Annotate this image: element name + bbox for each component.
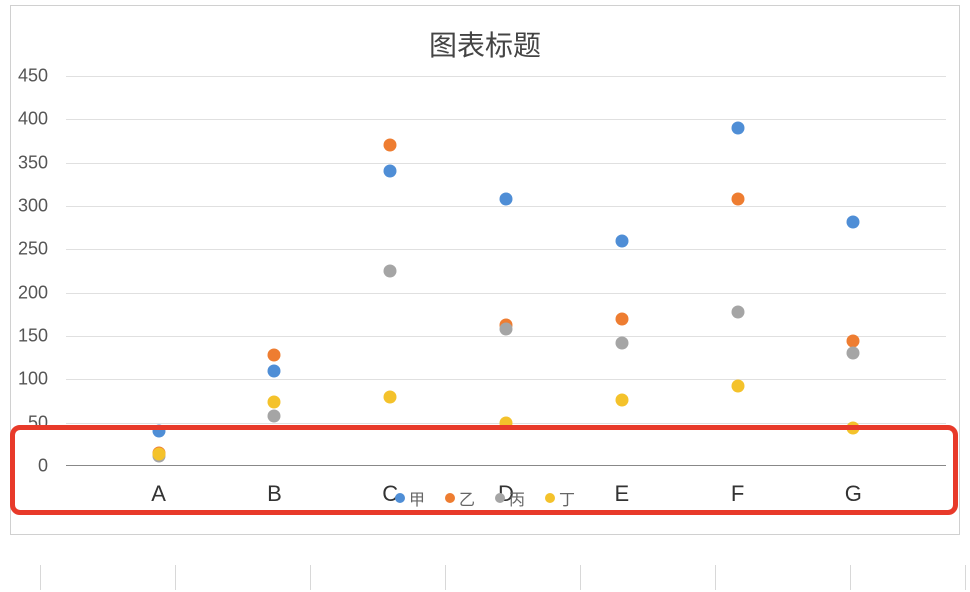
data-point	[500, 416, 513, 429]
gridline	[66, 206, 946, 207]
chart-title: 图表标题	[11, 6, 959, 74]
data-point	[152, 425, 165, 438]
data-point	[615, 234, 628, 247]
gridline	[66, 119, 946, 120]
y-tick-label: 0	[8, 456, 48, 477]
data-point	[847, 215, 860, 228]
data-point	[268, 364, 281, 377]
data-point	[500, 193, 513, 206]
legend-swatch	[445, 493, 455, 503]
legend-label: 甲	[409, 492, 425, 509]
data-point	[847, 421, 860, 434]
legend-item: 甲	[395, 486, 425, 510]
sheet-gridline	[310, 565, 311, 590]
legend-label: 丁	[559, 492, 575, 509]
y-tick-label: 100	[8, 369, 48, 390]
data-point	[731, 305, 744, 318]
y-tick-label: 450	[8, 66, 48, 87]
legend-item: 乙	[445, 486, 475, 510]
y-tick-label: 150	[8, 326, 48, 347]
sheet-gridline	[580, 565, 581, 590]
plot-area: 050100150200250300350400450ABCDEFG	[66, 76, 946, 466]
data-point	[268, 395, 281, 408]
sheet-gridline	[965, 565, 966, 590]
data-point	[268, 349, 281, 362]
y-tick-label: 300	[8, 196, 48, 217]
legend-label: 乙	[459, 492, 475, 509]
y-tick-label: 400	[8, 109, 48, 130]
sheet-gridline	[175, 565, 176, 590]
data-point	[500, 323, 513, 336]
data-point	[615, 312, 628, 325]
gridline	[66, 336, 946, 337]
gridline	[66, 76, 946, 77]
data-point	[731, 193, 744, 206]
gridline	[66, 249, 946, 250]
data-point	[384, 139, 397, 152]
y-tick-label: 250	[8, 239, 48, 260]
data-point	[847, 335, 860, 348]
data-point	[731, 122, 744, 135]
data-point	[268, 409, 281, 422]
data-point	[731, 380, 744, 393]
data-point	[384, 165, 397, 178]
data-point	[847, 347, 860, 360]
y-tick-label: 50	[8, 412, 48, 433]
sheet-gridline	[40, 565, 41, 590]
chart-container: 图表标题 050100150200250300350400450ABCDEFG …	[10, 5, 960, 535]
data-point	[152, 447, 165, 460]
legend-swatch	[495, 493, 505, 503]
chart-legend: 甲乙丙丁	[11, 486, 959, 510]
sheet-gridline	[850, 565, 851, 590]
legend-swatch	[545, 493, 555, 503]
sheet-gridline	[715, 565, 716, 590]
legend-swatch	[395, 493, 405, 503]
y-tick-label: 200	[8, 282, 48, 303]
data-point	[384, 390, 397, 403]
legend-item: 丙	[495, 486, 525, 510]
gridline	[66, 163, 946, 164]
sheet-gridline	[445, 565, 446, 590]
y-tick-label: 350	[8, 152, 48, 173]
legend-label: 丙	[509, 492, 525, 509]
gridline	[66, 379, 946, 380]
legend-item: 丁	[545, 486, 575, 510]
data-point	[384, 265, 397, 278]
data-point	[615, 336, 628, 349]
gridline	[66, 293, 946, 294]
data-point	[615, 394, 628, 407]
